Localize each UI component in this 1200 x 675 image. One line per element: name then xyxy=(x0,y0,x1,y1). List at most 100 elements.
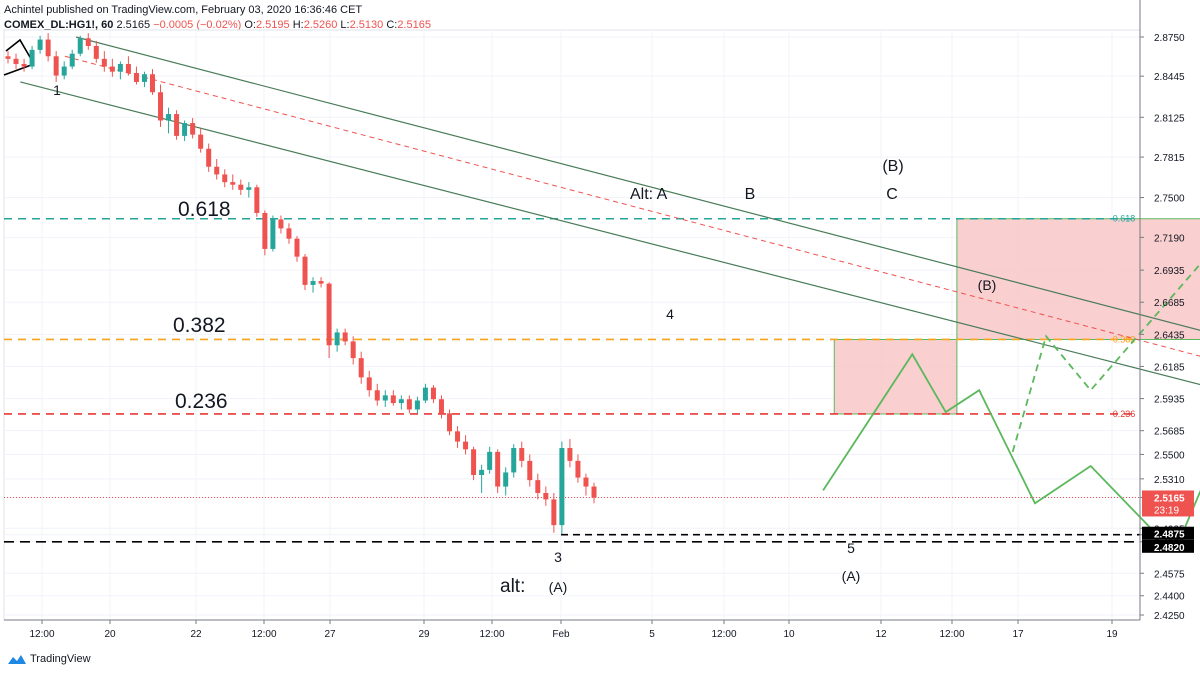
candle-body xyxy=(214,166,220,175)
candle-57 xyxy=(463,435,469,455)
candle-24 xyxy=(198,128,204,153)
y-tick-label-13: 2.5310 xyxy=(1154,475,1185,486)
y-tick-label-9: 2.6185 xyxy=(1154,362,1185,373)
price-label-bg xyxy=(1142,539,1194,553)
wave-label-A-right: (A) xyxy=(842,568,861,584)
x-tick-label-14: 19 xyxy=(1106,629,1118,640)
candle-51 xyxy=(414,396,420,414)
trend-channel xyxy=(3,36,1200,386)
candle-body xyxy=(447,413,453,432)
candle-body xyxy=(230,182,236,185)
candle-26 xyxy=(214,159,220,180)
candle-6 xyxy=(53,51,59,82)
candle-body xyxy=(53,56,59,76)
candle-body xyxy=(382,395,388,401)
candle-72 xyxy=(583,473,589,496)
fib-tag-0.236: 0.236 xyxy=(1113,409,1136,419)
candle-52 xyxy=(422,383,428,404)
candle-39 xyxy=(318,277,324,288)
candle-9 xyxy=(77,35,83,57)
fib-label-618: 0.618 xyxy=(178,198,231,221)
candle-66 xyxy=(535,473,541,500)
candle-body xyxy=(575,460,581,478)
x-tick-label-9: 12:00 xyxy=(711,629,736,640)
channel-midline xyxy=(64,55,1200,357)
wave-label-C: C xyxy=(886,186,898,203)
candle-body xyxy=(414,400,420,410)
tradingview-logo-icon xyxy=(8,655,26,664)
candle-60 xyxy=(487,446,493,474)
candle-body xyxy=(85,38,91,46)
candle-21 xyxy=(174,110,180,140)
candle-body xyxy=(182,123,188,136)
candle-69 xyxy=(559,441,565,535)
candle-body xyxy=(334,332,340,346)
candle-body xyxy=(93,45,99,59)
candle-body xyxy=(591,486,597,498)
candle-body xyxy=(366,377,372,391)
candle-body xyxy=(342,332,348,342)
wave-label-alt-A: Alt: A xyxy=(630,186,668,203)
candles xyxy=(5,33,597,535)
y-tick-label-0: 2.8750 xyxy=(1154,33,1185,44)
candle-36 xyxy=(294,236,300,262)
x-tick-label-10: 10 xyxy=(783,629,795,640)
ohlc-high-key: H: xyxy=(292,19,304,31)
candle-11 xyxy=(93,40,99,63)
x-tick-label-4: 27 xyxy=(324,629,336,640)
candle-73 xyxy=(591,482,597,504)
candle-43 xyxy=(350,336,356,365)
chart-header: Achintel published on TradingView.com, F… xyxy=(4,3,431,33)
y-tick-label-6: 2.6935 xyxy=(1154,266,1185,277)
candle-23 xyxy=(190,117,196,139)
wave-label-A-left: (A) xyxy=(549,579,568,595)
footer: TradingView xyxy=(8,653,91,665)
price-label-countdown: 23:19 xyxy=(1154,505,1179,516)
candle-35 xyxy=(286,223,292,244)
x-tick-label-5: 29 xyxy=(418,629,430,640)
candle-body xyxy=(198,134,204,149)
publish-info: Achintel published on TradingView.com, F… xyxy=(4,4,363,16)
candle-body xyxy=(190,123,196,135)
footer-brand: TradingView xyxy=(30,653,91,665)
candle-body xyxy=(318,281,324,284)
candle-7 xyxy=(61,61,67,80)
price-label-bg xyxy=(1142,490,1194,517)
candle-body xyxy=(101,58,107,67)
x-tick-label-3: 12:00 xyxy=(251,629,276,640)
candle-1 xyxy=(13,53,19,70)
candle-49 xyxy=(398,395,404,410)
candle-5 xyxy=(45,33,51,62)
candle-56 xyxy=(455,426,461,449)
candle-body xyxy=(374,390,380,401)
y-tick-label-3: 2.7815 xyxy=(1154,153,1185,164)
last-price: 2.5165 xyxy=(116,19,151,31)
y-tick-label-8: 2.6435 xyxy=(1154,330,1185,341)
candle-body xyxy=(495,451,501,487)
fib-tag-0.618: 0.618 xyxy=(1113,214,1136,224)
candle-body xyxy=(310,281,316,285)
y-tick-label-12: 2.5500 xyxy=(1154,450,1185,461)
candle-22 xyxy=(182,120,188,142)
candle-body xyxy=(471,449,477,475)
wave-label-3: 3 xyxy=(554,549,562,565)
x-tick-label-0: 12:00 xyxy=(29,629,54,640)
candle-37 xyxy=(302,254,308,291)
candle-18 xyxy=(149,69,155,95)
candle-15 xyxy=(125,56,131,76)
time-axis: 12:00 20 22 12:00 27 29 12:00 Feb 5 12:00 10 12 12:0… xyxy=(4,619,1140,640)
candle-body xyxy=(511,448,517,473)
candle-body xyxy=(109,66,115,72)
candle-body xyxy=(406,399,412,410)
candle-body xyxy=(479,469,485,475)
candle-33 xyxy=(270,215,276,252)
candle-59 xyxy=(479,464,485,493)
candle-46 xyxy=(374,383,380,406)
candle-44 xyxy=(358,351,364,384)
wave-label-1: 1 xyxy=(53,82,61,98)
candle-body xyxy=(503,472,509,487)
ohlc-low-key: L: xyxy=(340,19,350,31)
fib-lines: 0.618 0.382 0.236 xyxy=(4,214,1140,543)
